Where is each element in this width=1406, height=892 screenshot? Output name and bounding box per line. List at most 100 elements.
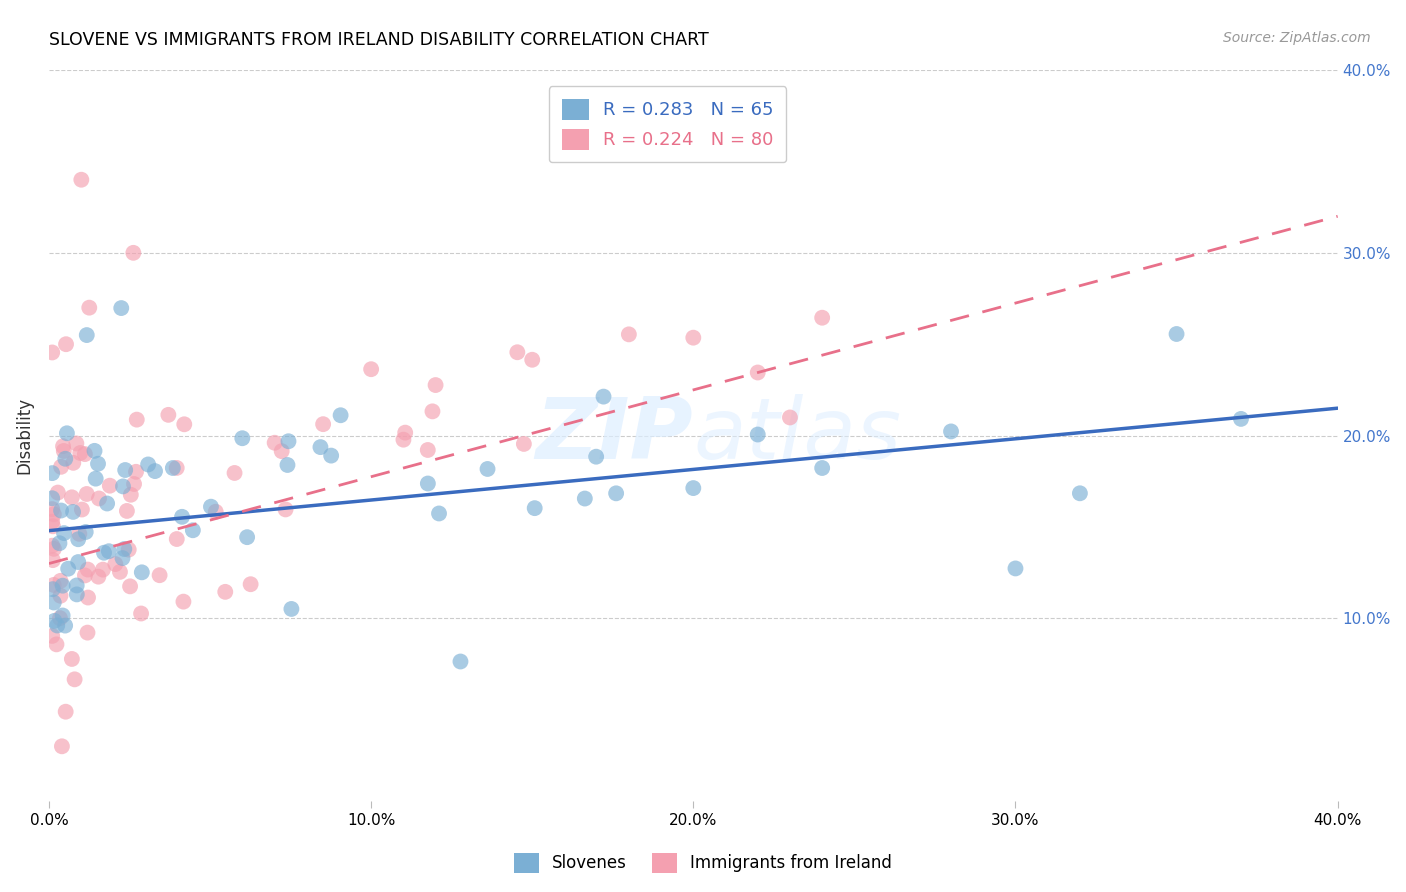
- Point: [170, 509, 193, 524]
- Point: [523, 501, 546, 516]
- Point: [42, 578, 65, 592]
- Point: [76, 625, 98, 640]
- Point: [76, 328, 98, 343]
- Point: [108, 565, 131, 579]
- Point: [574, 491, 596, 506]
- Point: [120, 488, 142, 502]
- Point: [44, 614, 66, 628]
- Point: [46, 485, 69, 500]
- Point: [42, 595, 65, 609]
- Point: [143, 464, 166, 478]
- Point: [65, 436, 87, 450]
- Point: [42, 553, 65, 567]
- Point: [200, 500, 222, 514]
- Point: [125, 465, 148, 479]
- Point: [49, 611, 72, 625]
- Point: [204, 505, 226, 519]
- Point: [309, 440, 332, 454]
- Point: [122, 477, 145, 491]
- Point: [416, 442, 439, 457]
- Point: [91, 563, 114, 577]
- Point: [118, 542, 141, 557]
- Point: [779, 410, 801, 425]
- Point: [97, 544, 120, 558]
- Point: [274, 502, 297, 516]
- Point: [1166, 326, 1188, 341]
- Point: [427, 507, 450, 521]
- Point: [83, 443, 105, 458]
- Point: [239, 577, 262, 591]
- Point: [52, 608, 75, 623]
- Point: [41, 491, 63, 506]
- Point: [682, 481, 704, 495]
- Point: [60, 491, 83, 505]
- Point: [360, 362, 382, 376]
- Point: [129, 607, 152, 621]
- Point: [592, 390, 614, 404]
- Point: [125, 412, 148, 426]
- Point: [277, 434, 299, 449]
- Point: [422, 404, 444, 418]
- Point: [173, 417, 195, 432]
- Legend: Slovenes, Immigrants from Ireland: Slovenes, Immigrants from Ireland: [508, 847, 898, 880]
- Point: [747, 366, 769, 380]
- Point: [52, 444, 75, 458]
- Point: [811, 461, 834, 475]
- Point: [104, 557, 127, 571]
- Point: [51, 739, 73, 754]
- Point: [45, 637, 67, 651]
- Point: [49, 574, 72, 588]
- Point: [224, 466, 246, 480]
- Point: [585, 450, 607, 464]
- Point: [66, 587, 89, 601]
- Point: [236, 530, 259, 544]
- Point: [114, 463, 136, 477]
- Point: [181, 523, 204, 537]
- Point: [166, 532, 188, 546]
- Point: [77, 301, 100, 315]
- Point: [49, 589, 72, 603]
- Point: [93, 546, 115, 560]
- Point: [506, 345, 529, 359]
- Point: [41, 539, 63, 553]
- Point: [53, 526, 76, 541]
- Point: [84, 472, 107, 486]
- Point: [76, 563, 98, 577]
- Point: [166, 461, 188, 475]
- Point: [67, 555, 90, 569]
- Point: [394, 425, 416, 440]
- Point: [477, 462, 499, 476]
- Point: [513, 437, 536, 451]
- Point: [67, 533, 90, 547]
- Point: [66, 578, 89, 592]
- Point: [76, 487, 98, 501]
- Point: [69, 446, 91, 460]
- Point: [136, 458, 159, 472]
- Point: [41, 502, 63, 516]
- Point: [87, 569, 110, 583]
- Point: [747, 427, 769, 442]
- Point: [49, 503, 72, 517]
- Point: [617, 327, 640, 342]
- Point: [149, 568, 172, 582]
- Point: [111, 551, 134, 566]
- Point: [87, 457, 110, 471]
- Point: [122, 245, 145, 260]
- Point: [120, 579, 142, 593]
- Point: [939, 425, 962, 439]
- Point: [53, 451, 76, 466]
- Point: [73, 568, 96, 582]
- Point: [263, 435, 285, 450]
- Point: [48, 536, 70, 550]
- Point: [75, 524, 97, 539]
- Point: [1004, 561, 1026, 575]
- Point: [55, 705, 77, 719]
- Point: [77, 591, 100, 605]
- Point: [115, 504, 138, 518]
- Point: [811, 310, 834, 325]
- Point: [112, 541, 135, 556]
- Legend: R = 0.283   N = 65, R = 0.224   N = 80: R = 0.283 N = 65, R = 0.224 N = 80: [548, 87, 786, 162]
- Text: Source: ZipAtlas.com: Source: ZipAtlas.com: [1223, 31, 1371, 45]
- Point: [329, 409, 352, 423]
- Point: [392, 433, 415, 447]
